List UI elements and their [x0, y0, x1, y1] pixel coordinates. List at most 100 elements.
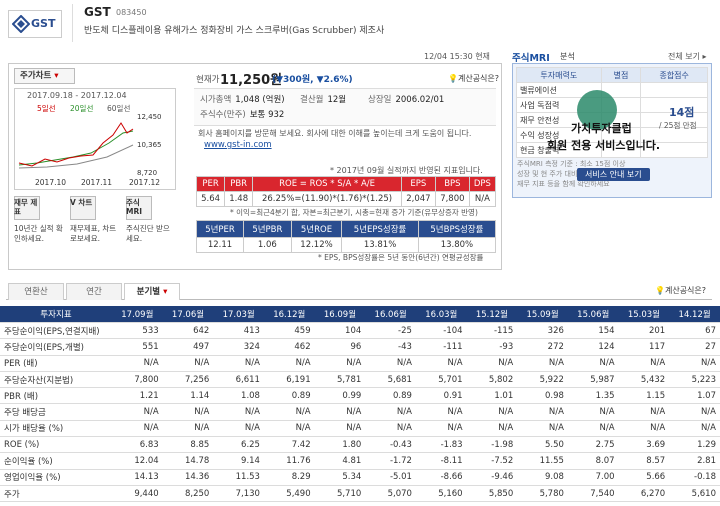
logo-icon: [12, 15, 30, 33]
mri-button[interactable]: 서비스 안내 보기: [577, 168, 650, 181]
cell: -5.01: [365, 469, 416, 486]
data-row: 시가 배당율 (%) N/A N/A N/A N/A N/A N/A N/A N/A N/A N/A…: [0, 420, 720, 438]
cell: 8.85: [162, 436, 214, 454]
indicator-note: * 2017년 09월 실적까지 반영된 지표입니다.: [330, 166, 483, 175]
header-cell: 5년BPS성장률: [417, 220, 497, 238]
info-item: 결산월 12월: [300, 93, 346, 105]
cell: 459: [263, 322, 315, 340]
cell: N/A: [162, 420, 214, 438]
header-cell: DPS: [468, 176, 497, 192]
cell: N/A: [415, 420, 467, 438]
table-row: 12.11 1.06 12.12% 13.81% 13.80%: [195, 237, 497, 253]
column-header: 16.06월: [365, 306, 416, 323]
logo-box: GST: [8, 10, 62, 38]
cell: N/A: [162, 355, 214, 372]
chart-tab-label: 주가차트: [20, 71, 52, 81]
data-row: PBR (배) 1.21 1.14 1.08 0.89 0.99 0.89 0.91 1.01 0…: [0, 387, 720, 405]
column-header: 17.09월: [112, 306, 163, 323]
shortcut-title[interactable]: 주식 MRI: [126, 198, 143, 216]
cell: 5,160: [415, 485, 467, 503]
growth-table: 5년PER 5년PBR 5년ROE 5년EPS성장률 5년BPS성장률 12.11 1.06…: [195, 220, 497, 253]
data-row: 주당 배당금 N/A N/A N/A N/A N/A N/A N/A N/A N/A N/A N/A N…: [0, 403, 720, 421]
info-value: 2006.02/01: [395, 95, 445, 105]
shortcut-icon: [14, 196, 40, 220]
cell: N/A: [669, 420, 720, 438]
cell: N/A: [567, 403, 619, 421]
shortcut-title[interactable]: V 차트: [70, 198, 93, 207]
cell: 5,432: [618, 371, 670, 389]
cell: 0.91: [415, 387, 467, 405]
cell: N/A: [415, 355, 467, 372]
column-header: 15.03월: [618, 306, 670, 323]
mri-score-note: / 25점 만점: [659, 121, 697, 130]
tab-label: 분기별: [136, 287, 161, 297]
cell: 14.78: [162, 452, 214, 470]
homepage-link[interactable]: www.gst-in.com: [204, 140, 272, 150]
cell: 272: [517, 338, 568, 356]
cell: 7,540: [567, 485, 619, 503]
shortcut-title[interactable]: 재무 제표: [14, 198, 38, 216]
formula-link[interactable]: 💡계산공식은?: [448, 74, 500, 83]
tab-caret: ▾: [163, 287, 168, 297]
data-row: 주가 9,440 8,250 7,130 5,490 5,710 5,070 5,160 5,8…: [0, 485, 720, 503]
logo-text: GST: [31, 17, 56, 30]
cell: N/A: [112, 355, 163, 372]
cell: 0.89: [263, 387, 315, 405]
cell: 12.04: [112, 452, 163, 470]
cell: 5.34: [314, 469, 366, 486]
info-value: 1,048 (억원): [235, 95, 285, 105]
mri-score-cell: [640, 82, 708, 98]
tab[interactable]: 연간: [66, 283, 122, 300]
info-label: 상장일: [368, 95, 392, 105]
header-cell: 5년PER: [195, 220, 245, 238]
overlay-title: 가치투자클럽: [571, 122, 632, 135]
cell: 1.07: [669, 387, 720, 405]
table-row: 5.64 1.48 26.25%=(11.90)*(1.76)*(1.25) 2,04…: [195, 191, 497, 207]
tab[interactable]: 연환산: [8, 283, 64, 300]
row-label: 주당 배당금: [0, 403, 112, 421]
cell: 9.08: [517, 469, 568, 486]
cell: 5,490: [263, 485, 315, 503]
y-label: 10,365: [137, 141, 162, 149]
cell: N/A: [263, 355, 315, 372]
price-change[interactable]: (▼300원, ▼2.6%): [272, 75, 353, 85]
cell: 0.89: [365, 387, 416, 405]
mri-box: 투자매력도 별점 종합점수 밸류에이션 사업 독점력 재무 안전성 수익 성장성 현금 창출력…: [512, 63, 712, 198]
value-cell: 1.48: [224, 191, 254, 207]
cell: 6,191: [263, 371, 315, 389]
header-cell: EPS: [400, 176, 436, 192]
overlay-text: 회원 전용 서비스입니다.: [547, 139, 661, 152]
column-header: 16.03월: [415, 306, 467, 323]
cell: 1.80: [314, 436, 366, 454]
data-row: ROE (%) 6.83 8.85 6.25 7.42 1.80 -0.43 -1.83 -1.…: [0, 436, 720, 454]
cell: 0.98: [517, 387, 568, 405]
row-label: 순이익율 (%): [0, 452, 112, 470]
mri-link[interactable]: 전체 보기 ▸: [668, 52, 707, 61]
cell: 5.50: [517, 436, 568, 454]
cell: 5,681: [365, 371, 416, 389]
tab-label: 연간: [86, 287, 102, 297]
cell: 8.57: [618, 452, 670, 470]
info-box: [194, 88, 496, 126]
data-row: PER (배) N/A N/A N/A N/A N/A N/A N/A N/A N/A N/A N/A…: [0, 355, 720, 372]
x-label: 2017.12: [129, 178, 161, 187]
cell: 9,440: [112, 485, 163, 503]
mri-link-text: 전체 보기: [668, 52, 700, 61]
tab[interactable]: 분기별 ▾: [124, 283, 180, 300]
row-label: 주가: [0, 485, 112, 503]
header-cell: PBR: [224, 176, 254, 192]
chart-tab[interactable]: 주가차트 ▾: [14, 68, 75, 84]
formula-link[interactable]: 💡계산공식은?: [655, 286, 707, 295]
data-row: 주당순이익(EPS,연결지배) 533 642 413 459 104 -25 -104 -11…: [0, 322, 720, 340]
cell: -1.83: [415, 436, 467, 454]
header-cell: 5년ROE: [290, 220, 343, 238]
value-cell: N/A: [468, 191, 497, 207]
cell: 0.99: [314, 387, 366, 405]
divider: [72, 4, 73, 42]
column-header: 14.12월: [669, 306, 720, 323]
cell: 1.01: [466, 387, 518, 405]
mri-note: 재무 지표 등을 함께 확인하세요: [517, 180, 610, 188]
cell: N/A: [112, 420, 163, 438]
